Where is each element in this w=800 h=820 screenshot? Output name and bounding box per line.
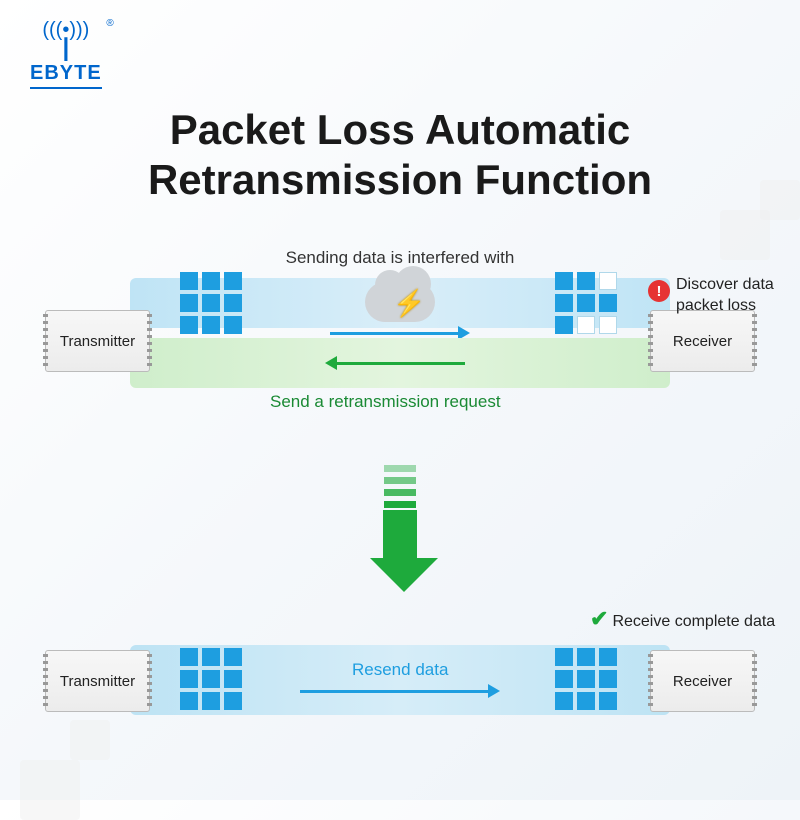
brand-name: EBYTE (30, 62, 102, 89)
receiver-label: Receiver (673, 673, 732, 690)
lightning-icon: ⚡ (393, 288, 425, 319)
deco-cube (20, 760, 80, 820)
data-grid-resend-recv (555, 648, 617, 710)
antenna-icon: (((•)))┃ (42, 20, 89, 60)
module-receiver-1: Receiver (650, 310, 755, 372)
transmitter-label: Transmitter (60, 333, 135, 350)
checkmark-icon: ✔ (590, 606, 608, 631)
title-line-2: Retransmission Function (148, 156, 652, 203)
module-transmitter-2: Transmitter (45, 650, 150, 712)
arrow-request-icon (335, 362, 465, 365)
data-grid-recv-partial (555, 272, 617, 334)
deco-cube (70, 720, 110, 760)
flow-down-arrow-icon (370, 465, 430, 592)
receive-complete-text: ✔Receive complete data (590, 605, 775, 634)
transmitter-label: Transmitter (60, 673, 135, 690)
data-grid-resend-send (180, 648, 242, 710)
arrow-send-icon (330, 332, 460, 335)
caption-retrans-request: Send a retransmission request (270, 392, 501, 412)
caption-resend: Resend data (352, 660, 448, 680)
module-transmitter-1: Transmitter (45, 310, 150, 372)
data-grid-send-full (180, 272, 242, 334)
page-title: Packet Loss Automatic Retransmission Fun… (0, 105, 800, 206)
caption-interfered: Sending data is interfered with (0, 248, 800, 268)
discover-loss-text: Discover data packet loss (676, 275, 774, 317)
alert-icon: ! (648, 280, 670, 302)
arrow-resend-icon (300, 690, 490, 693)
receiver-label: Receiver (673, 333, 732, 350)
brand-logo: (((•)))┃ ® EBYTE (30, 20, 102, 89)
module-receiver-2: Receiver (650, 650, 755, 712)
registered-mark: ® (106, 18, 113, 29)
title-line-1: Packet Loss Automatic (170, 106, 631, 153)
interference-cloud-icon: ⚡ (365, 282, 435, 322)
